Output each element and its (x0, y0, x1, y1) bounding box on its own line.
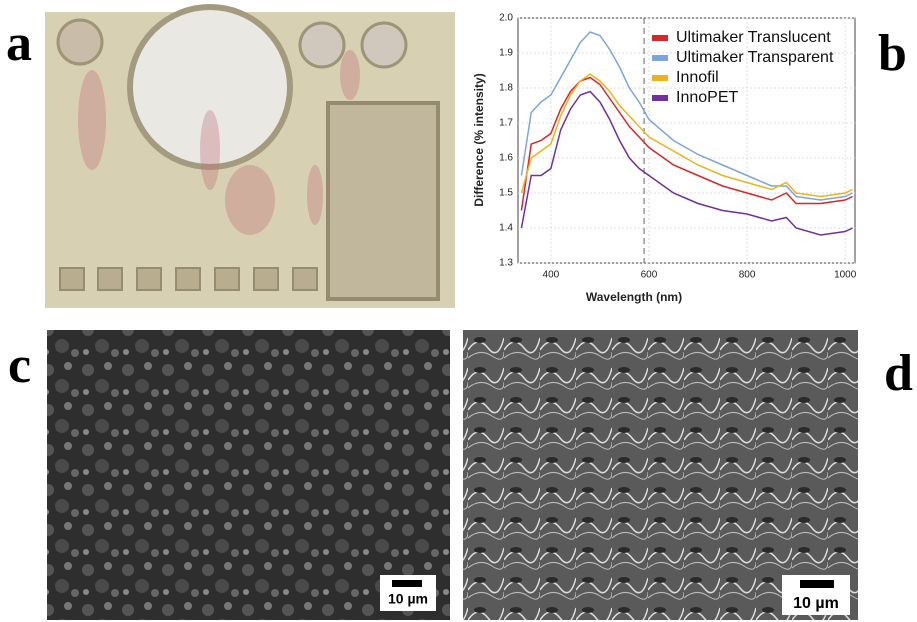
legend-label: Innofil (676, 69, 719, 86)
scale-label: 10 µm (793, 595, 839, 612)
y-tick-label: 1.5 (499, 188, 513, 199)
panel-label: c (8, 337, 31, 394)
x-tick-label: 600 (641, 270, 658, 281)
y-tick-label: 1.8 (499, 83, 513, 94)
legend-swatch (652, 95, 668, 101)
scale-bar: 10 µm (782, 575, 850, 615)
y-tick-label: 1.3 (499, 258, 513, 269)
y-tick-label: 1.4 (499, 223, 513, 234)
legend-label: InnoPET (676, 89, 738, 106)
x-tick-label: 400 (543, 270, 560, 281)
legend-swatch (652, 75, 668, 81)
y-tick-label: 1.7 (499, 118, 513, 129)
panel-label: d (884, 345, 913, 402)
photo (45, 7, 455, 308)
x-axis-label: Wavelength (nm) (586, 290, 682, 304)
scale-label: 10 µm (388, 591, 428, 607)
panel-label: a (6, 15, 32, 72)
legend-swatch (652, 35, 668, 41)
legend-label: Ultimaker Translucent (676, 29, 831, 46)
x-tick-label: 1000 (834, 270, 857, 281)
legend-label: Ultimaker Transparent (676, 49, 834, 66)
y-tick-label: 1.9 (499, 48, 513, 59)
scale-bar: 10 µm (380, 575, 436, 611)
legend-swatch (652, 55, 668, 61)
y-tick-label: 1.6 (499, 153, 513, 164)
figure: 10 µm 10 µm a b c d Wavelength (nm) Diff… (0, 0, 917, 622)
y-tick-label: 2.0 (499, 13, 513, 24)
y-axis-label: Difference (% intensity) (472, 73, 486, 206)
x-tick-label: 800 (739, 270, 756, 281)
panel-label: b (878, 25, 907, 82)
